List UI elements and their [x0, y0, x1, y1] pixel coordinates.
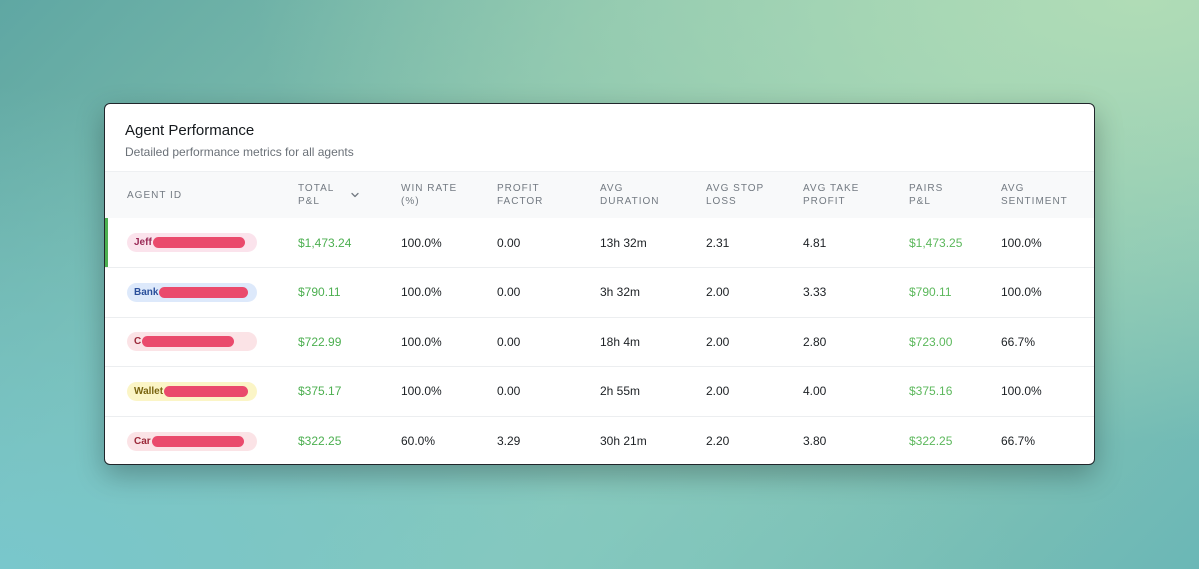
agent-performance-card: Agent Performance Detailed performance m…: [104, 103, 1095, 465]
redaction-mark: [151, 435, 244, 447]
avg-take-profit-cell: 3.80: [803, 434, 827, 448]
agent-id-badge[interactable]: Jeff: [127, 233, 257, 252]
total-pnl-cell: $790.11: [298, 285, 341, 300]
card-title: Agent Performance: [125, 122, 255, 139]
agent-id-badge[interactable]: Car: [127, 431, 257, 451]
col-header-label: P&L: [909, 196, 931, 207]
total-pnl-cell: $722.99: [298, 334, 342, 349]
table-row[interactable]: Bank $790.11 100.0% 0.00 3h 32m 2.00 3.33 $790.…: [105, 267, 1094, 318]
agent-id-badge[interactable]: C: [127, 332, 257, 352]
avg-sentiment-cell: 100.0%: [1001, 285, 1042, 300]
col-header-agent-id[interactable]: AGENT ID: [105, 172, 298, 218]
col-header-label: TOTAL: [298, 183, 335, 194]
col-header-win-rate[interactable]: WIN RATE (%): [401, 172, 497, 218]
col-header-label: AGENT ID: [127, 189, 183, 201]
performance-table: AGENT ID TOTAL P&L WIN RATE: [105, 172, 1094, 464]
avg-stop-loss-cell: 2.00: [706, 384, 730, 399]
avg-sentiment-cell: 66.7%: [1001, 334, 1036, 349]
profit-factor-cell: 0.00: [497, 235, 521, 250]
col-header-label: PAIRS: [909, 183, 944, 194]
avg-duration-cell: 13h 32m: [600, 235, 647, 250]
table-row[interactable]: C $722.99 100.0% 0.00 18h 4m 2.00 2.80 $723.00 6…: [105, 317, 1094, 367]
col-header-label: WIN RATE: [401, 183, 458, 194]
avg-duration-cell: 30h 21m: [600, 434, 647, 448]
agent-id-cell: Wallet: [105, 367, 298, 417]
avg-sentiment-cell: 66.7%: [1001, 434, 1036, 448]
pairs-pnl-cell: $322.25: [909, 434, 953, 448]
card-subtitle: Detailed performance metrics for all age…: [125, 145, 354, 159]
agent-id-prefix: C: [134, 336, 142, 348]
table-row[interactable]: Jeff $1,473.24 100.0% 0.00 13h 32m 2.31 4.81 $1…: [105, 218, 1094, 268]
redaction-mark: [142, 336, 235, 348]
col-header-label: AVG: [1001, 183, 1025, 194]
col-header-pairs-pnl[interactable]: PAIRS P&L: [909, 172, 1001, 218]
agent-id-prefix: Wallet: [134, 385, 164, 397]
table-body: Jeff $1,473.24 100.0% 0.00 13h 32m 2.31 4.81 $1…: [105, 218, 1094, 464]
col-header-avg-stop-loss[interactable]: AVG STOP LOSS: [706, 172, 803, 218]
avg-take-profit-cell: 2.80: [803, 334, 827, 349]
col-header-label: P&L: [298, 196, 320, 207]
avg-take-profit-cell: 3.33: [803, 285, 827, 300]
col-header-label: PROFIT: [803, 196, 846, 207]
pairs-pnl-cell: $723.00: [909, 334, 953, 349]
pairs-pnl-cell: $375.16: [909, 384, 953, 399]
avg-take-profit-cell: 4.00: [803, 384, 827, 399]
agent-id-cell: Jeff: [105, 218, 298, 268]
avg-duration-cell: 2h 55m: [600, 384, 641, 399]
total-pnl-cell: $322.25: [298, 434, 342, 448]
avg-stop-loss-cell: 2.00: [706, 334, 730, 349]
total-pnl-cell: $1,473.24: [298, 235, 352, 250]
col-header-label: FACTOR: [497, 196, 544, 207]
col-header-label: DURATION: [600, 196, 660, 207]
win-rate-cell: 100.0%: [401, 235, 442, 250]
agent-id-prefix: Bank: [134, 286, 159, 298]
col-header-label: LOSS: [706, 196, 737, 207]
win-rate-cell: 100.0%: [401, 334, 442, 349]
col-header-avg-take-profit[interactable]: AVG TAKE PROFIT: [803, 172, 909, 218]
col-header-label: AVG STOP: [706, 183, 765, 194]
profit-factor-cell: 0.00: [497, 334, 521, 349]
col-header-label: AVG: [600, 183, 624, 194]
table-row[interactable]: Car $322.25 60.0% 3.29 30h 21m 2.20 3.80 $322.2…: [105, 416, 1094, 464]
col-header-label: PROFIT: [497, 183, 540, 194]
agent-id-prefix: Car: [134, 435, 151, 447]
col-header-label: SENTIMENT: [1001, 196, 1068, 207]
avg-duration-cell: 3h 32m: [600, 285, 641, 300]
agent-id-badge[interactable]: Bank: [127, 282, 257, 302]
col-header-avg-sentiment[interactable]: AVG SENTIMENT: [1001, 172, 1094, 218]
profit-factor-cell: 3.29: [497, 434, 521, 448]
win-rate-cell: 100.0%: [401, 285, 442, 300]
total-pnl-cell: $375.17: [298, 384, 342, 399]
agent-id-badge[interactable]: Wallet: [127, 381, 257, 401]
col-header-profit-factor[interactable]: PROFIT FACTOR: [497, 172, 600, 218]
table-row[interactable]: Wallet $375.17 100.0% 0.00 2h 55m 2.00 4.00 $37…: [105, 366, 1094, 417]
avg-stop-loss-cell: 2.20: [706, 434, 730, 448]
chevron-down-icon[interactable]: [350, 190, 360, 200]
redaction-mark: [159, 286, 249, 298]
avg-stop-loss-cell: 2.00: [706, 285, 730, 300]
pairs-pnl-cell: $790.11: [909, 285, 952, 300]
col-header-avg-duration[interactable]: AVG DURATION: [600, 172, 706, 218]
table-header-row: AGENT ID TOTAL P&L WIN RATE: [105, 172, 1094, 218]
redaction-mark: [164, 385, 249, 397]
col-header-label: AVG TAKE: [803, 183, 860, 194]
avg-stop-loss-cell: 2.31: [706, 235, 730, 250]
agent-id-prefix: Jeff: [134, 237, 152, 248]
profit-factor-cell: 0.00: [497, 285, 521, 300]
profit-factor-cell: 0.00: [497, 384, 521, 399]
col-header-total-pnl[interactable]: TOTAL P&L: [298, 172, 401, 218]
avg-sentiment-cell: 100.0%: [1001, 235, 1042, 250]
card-header: Agent Performance Detailed performance m…: [105, 104, 1094, 172]
avg-take-profit-cell: 4.81: [803, 235, 827, 250]
pairs-pnl-cell: $1,473.25: [909, 235, 963, 250]
agent-id-cell: Bank: [105, 268, 298, 318]
col-header-label: (%): [401, 196, 420, 207]
avg-duration-cell: 18h 4m: [600, 334, 641, 349]
redaction-mark: [152, 237, 245, 248]
avg-sentiment-cell: 100.0%: [1001, 384, 1042, 399]
agent-id-cell: C: [105, 317, 298, 367]
win-rate-cell: 100.0%: [401, 384, 442, 399]
win-rate-cell: 60.0%: [401, 434, 436, 448]
agent-id-cell: Car: [105, 416, 298, 464]
